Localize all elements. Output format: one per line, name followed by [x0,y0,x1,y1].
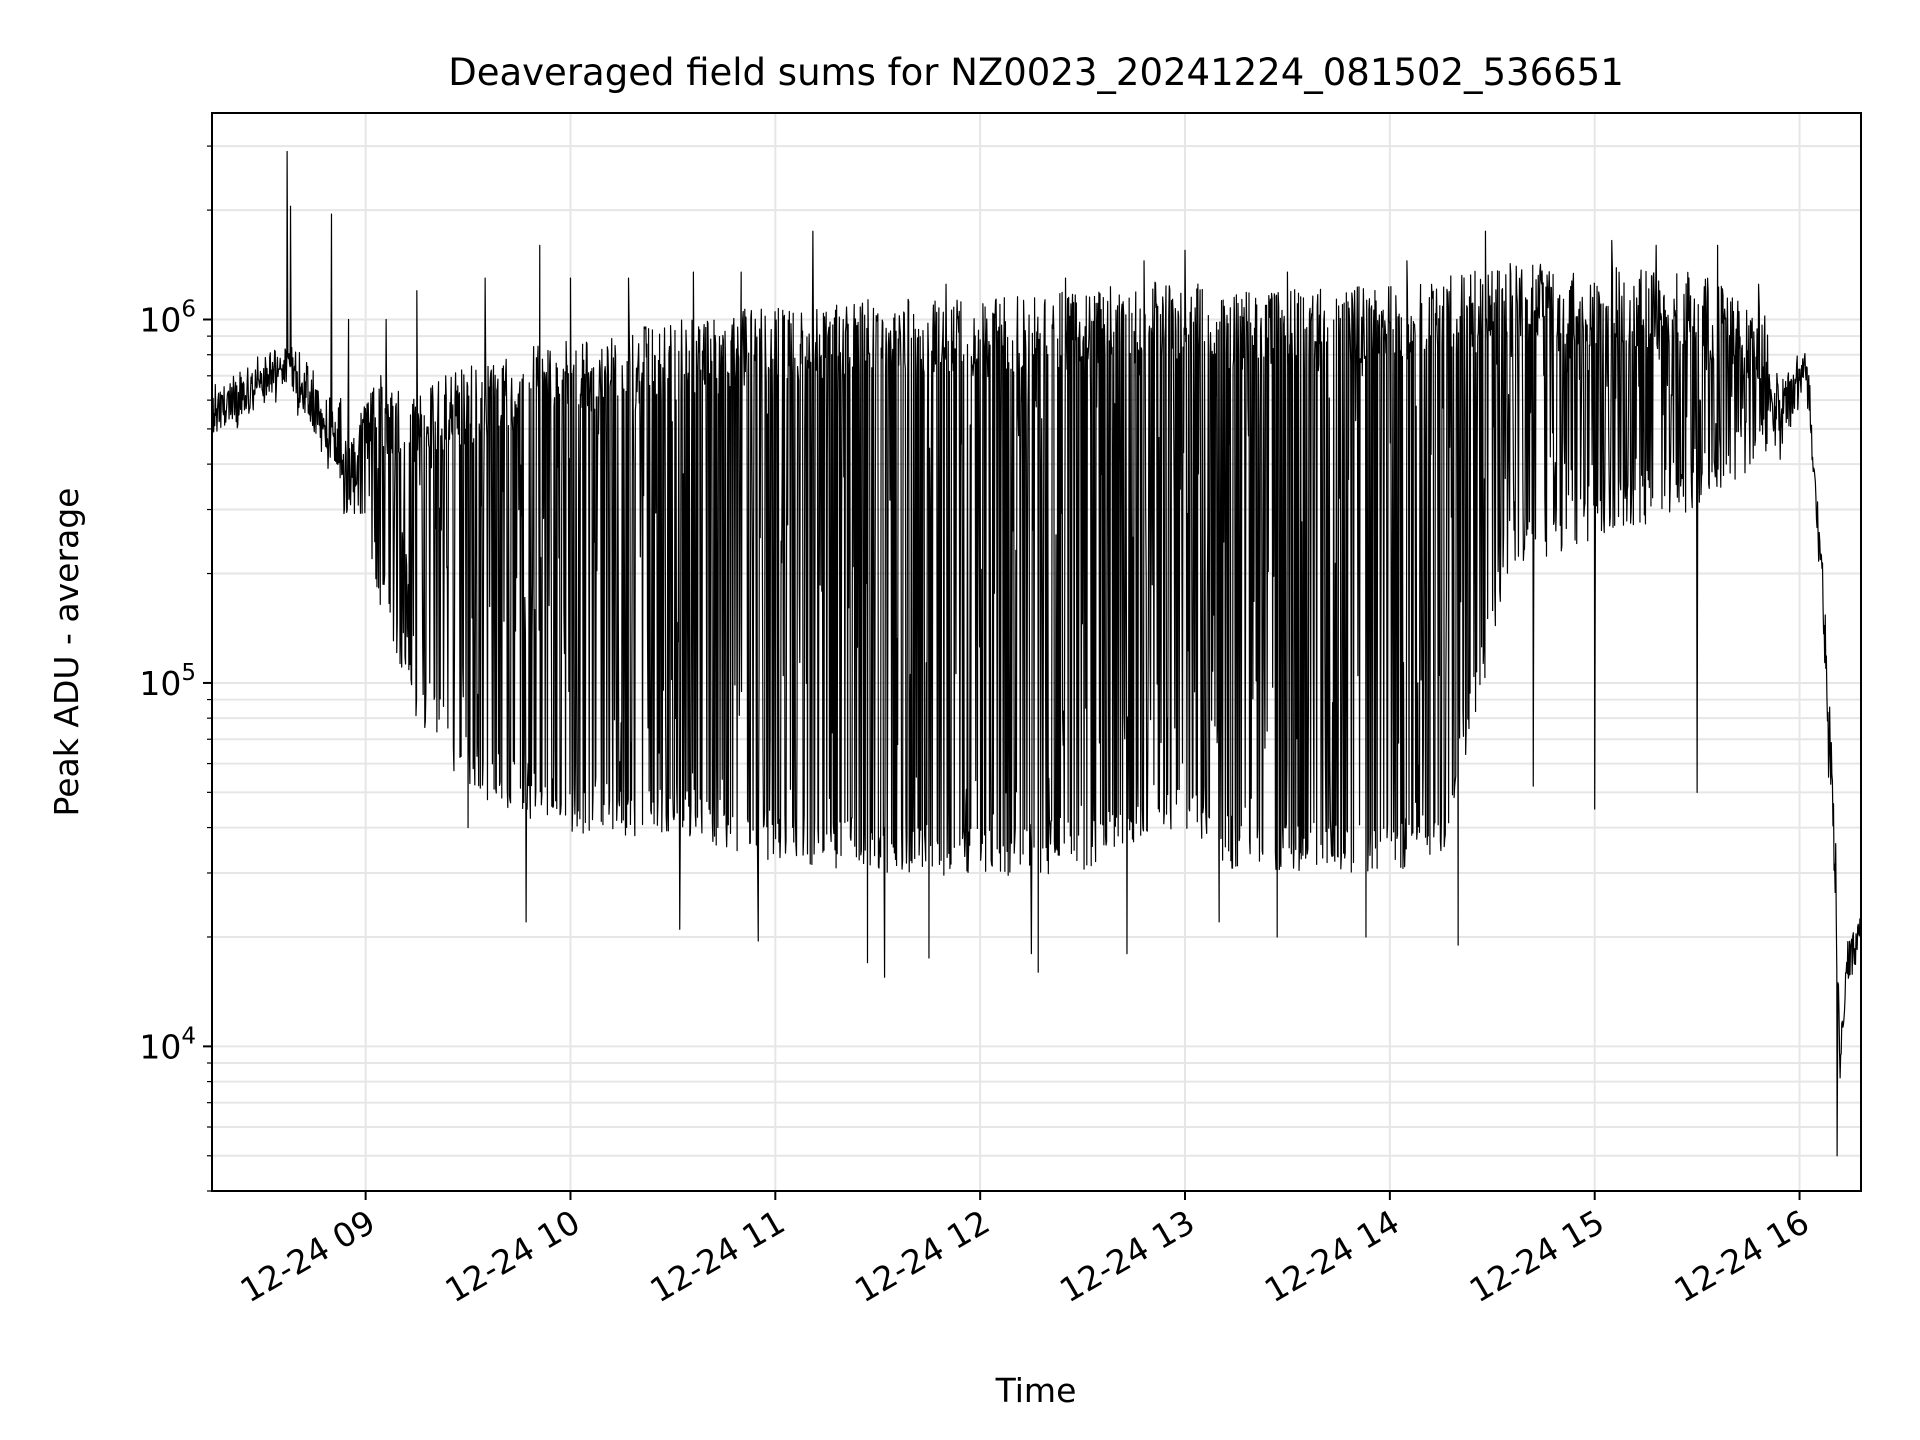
plot-frame [211,112,1862,1192]
y-tick-label: 104 [139,1023,196,1066]
series-layer [211,150,1862,1157]
y-tick-label-base: 10 [139,1027,181,1066]
y-tick-label-exponent: 5 [181,660,196,686]
chart-title: Deaveraged field sums for NZ0023_2024122… [448,51,1624,94]
y-axis-label: Peak ADU - average [47,488,86,817]
x-axis-label: Time [995,1371,1077,1410]
series-line [211,150,1862,1157]
y-tick-label-base: 10 [139,301,181,340]
y-tick-label-base: 10 [139,664,181,703]
y-tick-label: 106 [139,297,196,340]
y-tick-label: 105 [139,660,196,703]
y-tick-label-exponent: 6 [181,297,196,323]
y-tick-label-exponent: 4 [181,1023,196,1049]
